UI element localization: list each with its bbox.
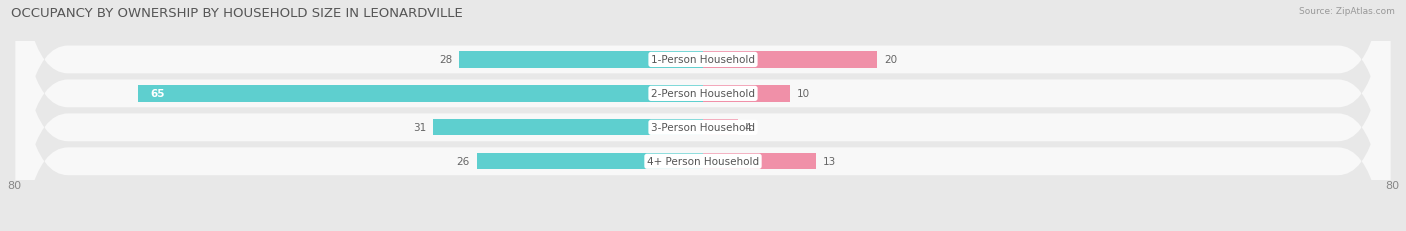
Bar <box>703 120 738 136</box>
Text: 10: 10 <box>797 89 810 99</box>
Text: 80: 80 <box>7 180 21 191</box>
Text: 65: 65 <box>150 89 165 99</box>
Text: 13: 13 <box>823 157 837 167</box>
Text: 1-Person Household: 1-Person Household <box>651 55 755 65</box>
Bar <box>138 86 703 102</box>
Bar <box>703 86 790 102</box>
Text: 3-Person Household: 3-Person Household <box>651 123 755 133</box>
Text: 20: 20 <box>884 55 897 65</box>
Bar <box>703 52 877 68</box>
Bar <box>703 153 815 170</box>
Text: 31: 31 <box>413 123 426 133</box>
Text: 28: 28 <box>439 55 453 65</box>
Text: 2-Person Household: 2-Person Household <box>651 89 755 99</box>
Bar <box>433 120 703 136</box>
Legend: Owner-occupied, Renter-occupied: Owner-occupied, Renter-occupied <box>586 228 820 231</box>
FancyBboxPatch shape <box>15 0 1391 231</box>
Text: OCCUPANCY BY OWNERSHIP BY HOUSEHOLD SIZE IN LEONARDVILLE: OCCUPANCY BY OWNERSHIP BY HOUSEHOLD SIZE… <box>11 7 463 20</box>
Text: 26: 26 <box>457 157 470 167</box>
Bar <box>477 153 703 170</box>
FancyBboxPatch shape <box>15 0 1391 231</box>
Text: Source: ZipAtlas.com: Source: ZipAtlas.com <box>1299 7 1395 16</box>
FancyBboxPatch shape <box>15 0 1391 231</box>
FancyBboxPatch shape <box>15 0 1391 231</box>
Text: 4: 4 <box>745 123 751 133</box>
Bar <box>460 52 703 68</box>
Text: 80: 80 <box>1385 180 1399 191</box>
Text: 4+ Person Household: 4+ Person Household <box>647 157 759 167</box>
